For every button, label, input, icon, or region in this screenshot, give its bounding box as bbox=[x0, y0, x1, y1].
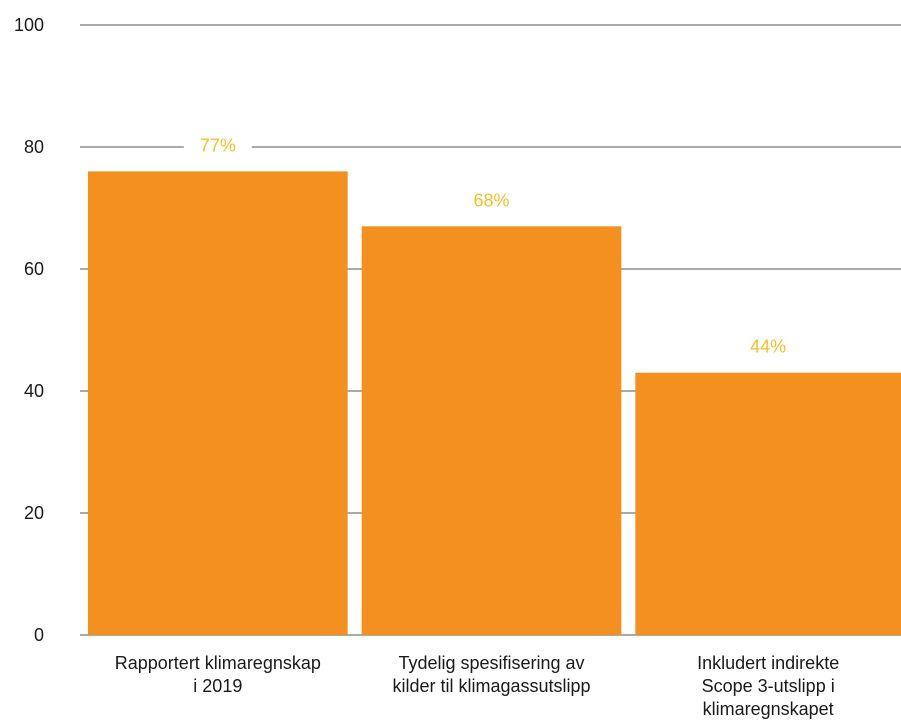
y-axis-ticks: 0 20 40 60 80 100 bbox=[14, 15, 44, 645]
bar-3 bbox=[635, 372, 901, 635]
data-label-bg bbox=[457, 188, 526, 213]
x-category-label: Scope 3-utslipp i bbox=[702, 676, 835, 696]
y-tick-label: 0 bbox=[34, 625, 44, 645]
y-tick-label: 100 bbox=[14, 15, 44, 35]
x-category-label: klimaregnskapet bbox=[703, 699, 834, 719]
x-category-label: Inkludert indirekte bbox=[697, 653, 839, 673]
x-category-label: kilder til klimagassutslipp bbox=[392, 676, 590, 696]
bar-1 bbox=[88, 171, 348, 635]
x-category-label: i 2019 bbox=[193, 676, 242, 696]
x-category-label: Tydelig spesifisering av bbox=[398, 653, 584, 673]
bars bbox=[88, 171, 901, 636]
data-label-1: 77% bbox=[200, 135, 236, 155]
data-label-2: 68% bbox=[473, 190, 509, 210]
data-label-3: 44% bbox=[750, 337, 786, 357]
y-tick-label: 80 bbox=[24, 137, 44, 157]
data-label-bg bbox=[734, 334, 803, 359]
y-tick-label: 20 bbox=[24, 503, 44, 523]
y-tick-label: 40 bbox=[24, 381, 44, 401]
data-labels: 77% 68% 44% bbox=[183, 133, 803, 359]
x-axis-labels: Rapportert klimaregnskap i 2019 Tydelig sp… bbox=[115, 653, 839, 719]
y-tick-label: 60 bbox=[24, 259, 44, 279]
x-category-label: Rapportert klimaregnskap bbox=[115, 653, 321, 673]
bar-2 bbox=[361, 226, 622, 636]
data-label-bg bbox=[183, 133, 252, 158]
